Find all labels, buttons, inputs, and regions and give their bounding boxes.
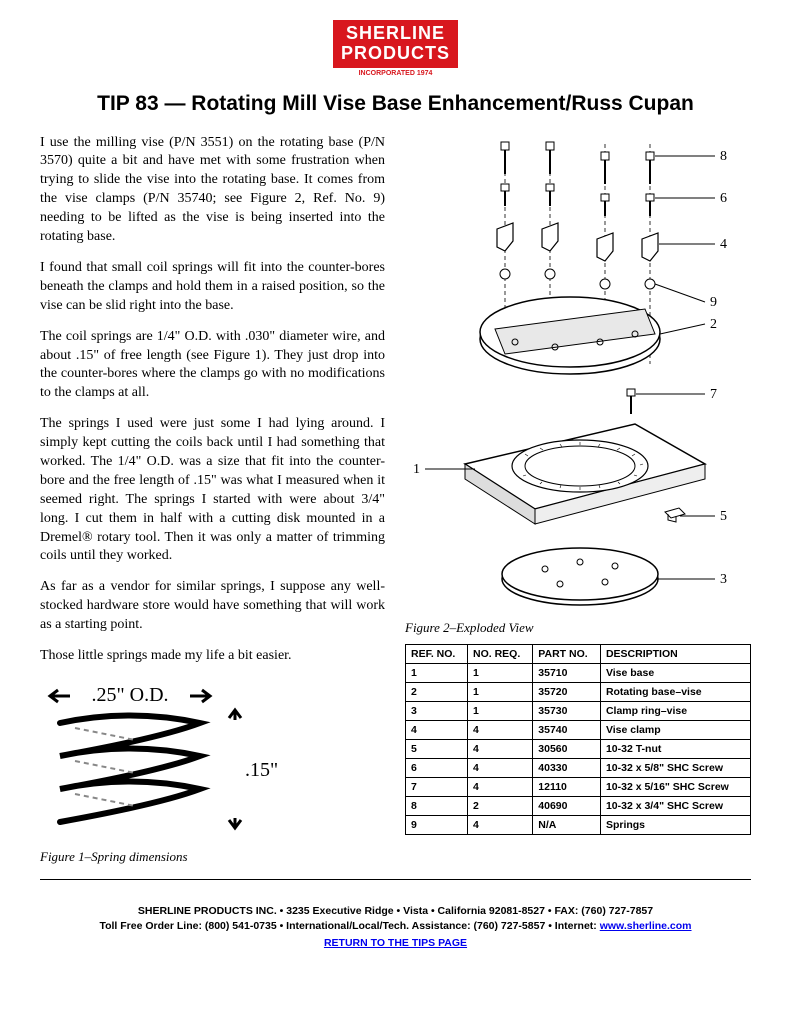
- table-row: 543056010-32 T-nut: [406, 739, 751, 758]
- table-cell: 5: [406, 739, 468, 758]
- paragraph: Those little springs made my life a bit …: [40, 647, 385, 666]
- od-label: .25" O.D.: [91, 684, 168, 706]
- svg-text:2: 2: [710, 317, 717, 332]
- table-cell: 10-32 T-nut: [600, 739, 750, 758]
- table-row: 644033010-32 x 5/8" SHC Screw: [406, 758, 751, 777]
- table-cell: 35720: [533, 682, 601, 701]
- body-text: I use the milling vise (P/N 3551) on the…: [40, 134, 385, 666]
- logo-line2: PRODUCTS: [341, 44, 450, 64]
- figure-2: 8 6 4 9 2 7 1 5 3 Figure 2–Exploded View…: [405, 134, 751, 835]
- figure-2-caption: Figure 2–Exploded View: [405, 620, 751, 636]
- svg-text:9: 9: [710, 295, 717, 310]
- page-title: TIP 83 — Rotating Mill Vise Base Enhance…: [40, 92, 751, 116]
- left-column: I use the milling vise (P/N 3551) on the…: [40, 134, 385, 865]
- table-cell: 10-32 x 5/8" SHC Screw: [600, 758, 750, 777]
- logo-line1: SHERLINE: [341, 24, 450, 44]
- paragraph: The coil springs are 1/4" O.D. with .030…: [40, 328, 385, 404]
- table-cell: 8: [406, 796, 468, 815]
- table-cell: 7: [406, 777, 468, 796]
- table-cell: Clamp ring–vise: [600, 701, 750, 720]
- table-cell: 4: [468, 758, 533, 777]
- figure-1: .25" O.D. .15" Figure 1–Spring dimension…: [40, 678, 385, 865]
- table-cell: 10-32 x 3/4" SHC Screw: [600, 796, 750, 815]
- separator: [40, 879, 751, 880]
- exploded-view-icon: 8 6 4 9 2 7 1 5 3: [405, 134, 735, 614]
- paragraph: As far as a vendor for similar springs, …: [40, 578, 385, 635]
- return-link[interactable]: RETURN TO THE TIPS PAGE: [40, 936, 751, 951]
- table-header: NO. REQ.: [468, 644, 533, 663]
- table-cell: 4: [468, 739, 533, 758]
- table-row: 2135720Rotating base–vise: [406, 682, 751, 701]
- parts-table: REF. NO. NO. REQ. PART NO. DESCRIPTION 1…: [405, 644, 751, 835]
- svg-text:7: 7: [710, 387, 717, 402]
- paragraph: I found that small coil springs will fit…: [40, 259, 385, 316]
- logo: SHERLINE PRODUCTS INCORPORATED 1974: [40, 20, 751, 77]
- table-cell: 12110: [533, 777, 601, 796]
- table-cell: 3: [406, 701, 468, 720]
- table-cell: Vise base: [600, 663, 750, 682]
- table-row: 3135730Clamp ring–vise: [406, 701, 751, 720]
- table-cell: 4: [468, 777, 533, 796]
- footer: SHERLINE PRODUCTS INC. • 3235 Executive …: [40, 904, 751, 952]
- svg-text:1: 1: [413, 462, 420, 477]
- table-cell: 1: [468, 663, 533, 682]
- logo-box: SHERLINE PRODUCTS: [333, 20, 458, 68]
- svg-text:3: 3: [720, 572, 727, 587]
- table-cell: 4: [468, 815, 533, 834]
- table-row: 824069010-32 x 3/4" SHC Screw: [406, 796, 751, 815]
- table-cell: 35710: [533, 663, 601, 682]
- table-cell: 10-32 x 5/16" SHC Screw: [600, 777, 750, 796]
- table-row: 4435740Vise clamp: [406, 720, 751, 739]
- svg-text:5: 5: [720, 509, 727, 524]
- table-cell: 2: [406, 682, 468, 701]
- table-row: 741211010-32 x 5/16" SHC Screw: [406, 777, 751, 796]
- table-cell: 9: [406, 815, 468, 834]
- table-cell: 1: [468, 682, 533, 701]
- paragraph: I use the milling vise (P/N 3551) on the…: [40, 134, 385, 247]
- table-header: PART NO.: [533, 644, 601, 663]
- table-cell: Vise clamp: [600, 720, 750, 739]
- table-row: 1135710Vise base: [406, 663, 751, 682]
- spring-diagram-icon: .25" O.D. .15": [40, 678, 300, 838]
- svg-text:8: 8: [720, 149, 727, 164]
- table-cell: N/A: [533, 815, 601, 834]
- table-header: REF. NO.: [406, 644, 468, 663]
- table-cell: 35740: [533, 720, 601, 739]
- svg-text:6: 6: [720, 191, 727, 206]
- figure-1-caption: Figure 1–Spring dimensions: [40, 849, 385, 865]
- table-header: DESCRIPTION: [600, 644, 750, 663]
- footer-line2: Toll Free Order Line: (800) 541-0735 • I…: [40, 919, 751, 934]
- logo-subtitle: INCORPORATED 1974: [40, 70, 751, 77]
- website-link[interactable]: www.sherline.com: [600, 920, 692, 932]
- right-column: 8 6 4 9 2 7 1 5 3 Figure 2–Exploded View…: [405, 134, 751, 865]
- table-cell: 40330: [533, 758, 601, 777]
- table-header-row: REF. NO. NO. REQ. PART NO. DESCRIPTION: [406, 644, 751, 663]
- table-cell: 6: [406, 758, 468, 777]
- footer-line1: SHERLINE PRODUCTS INC. • 3235 Executive …: [40, 904, 751, 919]
- screw-icon: [501, 142, 654, 184]
- table-cell: 2: [468, 796, 533, 815]
- table-cell: Springs: [600, 815, 750, 834]
- height-label: .15": [245, 759, 278, 781]
- table-row: 94N/ASprings: [406, 815, 751, 834]
- table-cell: 30560: [533, 739, 601, 758]
- table-cell: 40690: [533, 796, 601, 815]
- table-cell: 4: [406, 720, 468, 739]
- table-cell: 4: [468, 720, 533, 739]
- table-cell: 35730: [533, 701, 601, 720]
- table-cell: 1: [468, 701, 533, 720]
- content-area: I use the milling vise (P/N 3551) on the…: [40, 134, 751, 865]
- table-cell: 1: [406, 663, 468, 682]
- table-cell: Rotating base–vise: [600, 682, 750, 701]
- svg-text:4: 4: [720, 237, 727, 252]
- paragraph: The springs I used were just some I had …: [40, 415, 385, 566]
